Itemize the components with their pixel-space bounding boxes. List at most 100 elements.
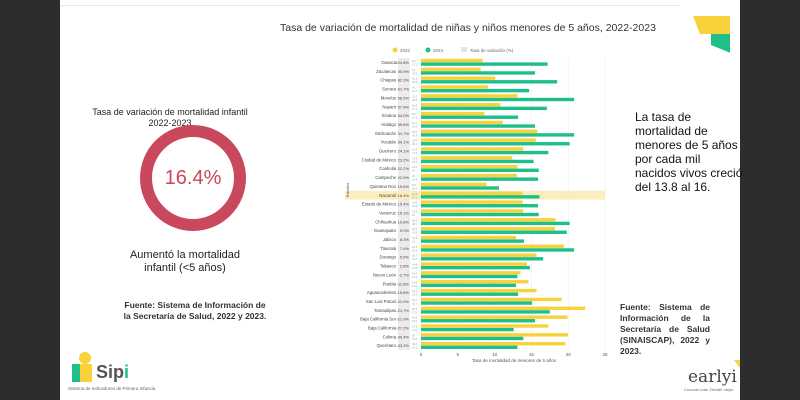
variation-label: 10.8% xyxy=(398,219,410,224)
summary-text: La tasa de mortalidad de menores de 5 añ… xyxy=(635,110,743,194)
variation-label: 82.3% xyxy=(398,78,410,83)
value-label-2023: 15.5 xyxy=(412,319,418,323)
value-label-2022: 8.6 xyxy=(412,112,416,116)
value-label-2023: 19.8 xyxy=(412,231,418,235)
variation-label: 15.4% xyxy=(398,202,410,207)
bar-2022 xyxy=(421,103,501,107)
category-label: Nacional xyxy=(379,193,396,198)
category-label: Puebla xyxy=(383,281,397,286)
bar-2022 xyxy=(421,85,488,89)
value-label-2022: 13 xyxy=(412,174,415,178)
bar-2022 xyxy=(421,262,527,266)
value-label-2023: 14.7 xyxy=(412,89,418,93)
value-label-2022: 14.6 xyxy=(412,280,418,284)
value-label-2023: 13.2 xyxy=(412,293,418,297)
bar-2023 xyxy=(421,195,540,199)
bar-2022 xyxy=(421,218,556,222)
bar-2023 xyxy=(421,186,500,190)
variation-label: -2.7% xyxy=(399,272,410,277)
svg-text:earlyi: earlyi xyxy=(688,367,737,387)
value-label-2022: 10.8 xyxy=(412,103,418,107)
bar-2022 xyxy=(421,324,549,328)
category-label: Durango xyxy=(380,255,397,260)
bar-2023 xyxy=(421,177,539,181)
value-label-2022: 18.3 xyxy=(412,218,418,222)
variation-label: 23.2% xyxy=(398,157,410,162)
svg-text:Sipi: Sipi xyxy=(96,362,129,382)
x-tick-label: 20 xyxy=(566,352,572,357)
category-label: Ciudad de México xyxy=(362,157,397,162)
svg-text:Conocer más. Decidir mejor: Conocer más. Decidir mejor xyxy=(684,387,734,392)
bar-2023 xyxy=(421,265,530,270)
category-label: Veracruz xyxy=(379,210,396,215)
value-label-2023: 20.2 xyxy=(412,222,418,226)
variation-label: 9.0% xyxy=(400,228,410,233)
legend-2023-marker xyxy=(425,47,431,53)
category-label: Tlaxcala xyxy=(380,246,397,251)
value-label-2022: 15.6 xyxy=(412,139,418,143)
value-label-2023: 20.2 xyxy=(412,142,418,146)
bar-2023 xyxy=(421,115,519,119)
bar-2022 xyxy=(421,315,568,319)
value-label-2023: 10.6 xyxy=(412,186,418,190)
bar-2023 xyxy=(421,319,536,323)
x-tick-label: 15 xyxy=(529,352,535,357)
variation-label: -15.8% xyxy=(396,290,409,295)
value-label-2023: 16.6 xyxy=(412,257,418,261)
bar-2023 xyxy=(421,248,575,252)
category-label: Oaxaca xyxy=(381,60,396,65)
bar-2022 xyxy=(421,138,536,142)
category-label: Sinaloa xyxy=(382,113,397,118)
value-label-2023: 17.2 xyxy=(412,63,418,67)
bar-2023 xyxy=(421,168,539,172)
value-label-2022: 17.3 xyxy=(412,325,418,329)
value-label-2023: 18.5 xyxy=(412,80,418,84)
variation-label: 39.8% xyxy=(398,122,410,127)
variation-label: -21.7% xyxy=(396,308,409,313)
value-label-2023: 12.9 xyxy=(412,284,418,288)
value-label-2022: 13.8 xyxy=(412,201,418,205)
variation-label: -33.2% xyxy=(396,343,409,348)
x-tick-label: 5 xyxy=(457,352,460,357)
bar-2022 xyxy=(421,226,555,231)
value-label-2023: 13.1 xyxy=(412,275,418,279)
value-label-2022: 19.1 xyxy=(412,298,418,302)
value-label-2022: 19.6 xyxy=(412,342,418,346)
variation-label: 22.0% xyxy=(398,175,410,180)
category-label: Aguascalientes xyxy=(367,290,396,295)
variation-label: 22.2% xyxy=(398,166,410,171)
variation-label: 57.9% xyxy=(398,104,410,109)
legend-2022: 2022 xyxy=(400,48,411,53)
bar-2022 xyxy=(421,342,566,346)
category-label: Hidalgo xyxy=(381,122,396,127)
value-label-2022: 20 xyxy=(412,333,415,337)
variation-label: 90.9% xyxy=(398,69,410,74)
variation-label: -11.8% xyxy=(397,281,410,286)
bar-2022 xyxy=(421,129,538,133)
value-label-2023: 15.5 xyxy=(412,124,418,128)
value-label-2022: 8.4 xyxy=(412,59,416,63)
value-label-2022: 8.1 xyxy=(412,68,416,72)
variation-label: 24.1% xyxy=(398,149,410,154)
category-label: Guanajuato xyxy=(374,228,397,233)
bar-2023 xyxy=(421,221,570,226)
value-label-2022: 13.8 xyxy=(412,192,418,196)
category-label: Sonora xyxy=(382,87,396,92)
bar-2022 xyxy=(421,182,487,187)
value-label-2022: 13.1 xyxy=(412,165,418,169)
value-label-2022: 19.9 xyxy=(412,316,418,320)
category-label: Chihuahua xyxy=(375,219,396,224)
corner-flag-icon xyxy=(693,16,730,53)
variation-label: 30.1% xyxy=(398,140,410,145)
variation-label: 31.7% xyxy=(398,131,410,136)
variation-label: -21.9% xyxy=(396,317,409,322)
value-label-2023: 20.8 xyxy=(412,98,418,102)
bar-2022 xyxy=(421,333,569,337)
value-label-2022: 15.8 xyxy=(412,130,418,134)
sipi-logo: Sipi Sistema de Indicadores de Primera I… xyxy=(68,352,156,391)
bar-2023 xyxy=(421,71,536,75)
bar-2022 xyxy=(421,67,481,72)
bar-2022 xyxy=(421,191,523,195)
bar-2023 xyxy=(421,274,518,279)
bar-2023 xyxy=(421,88,530,93)
